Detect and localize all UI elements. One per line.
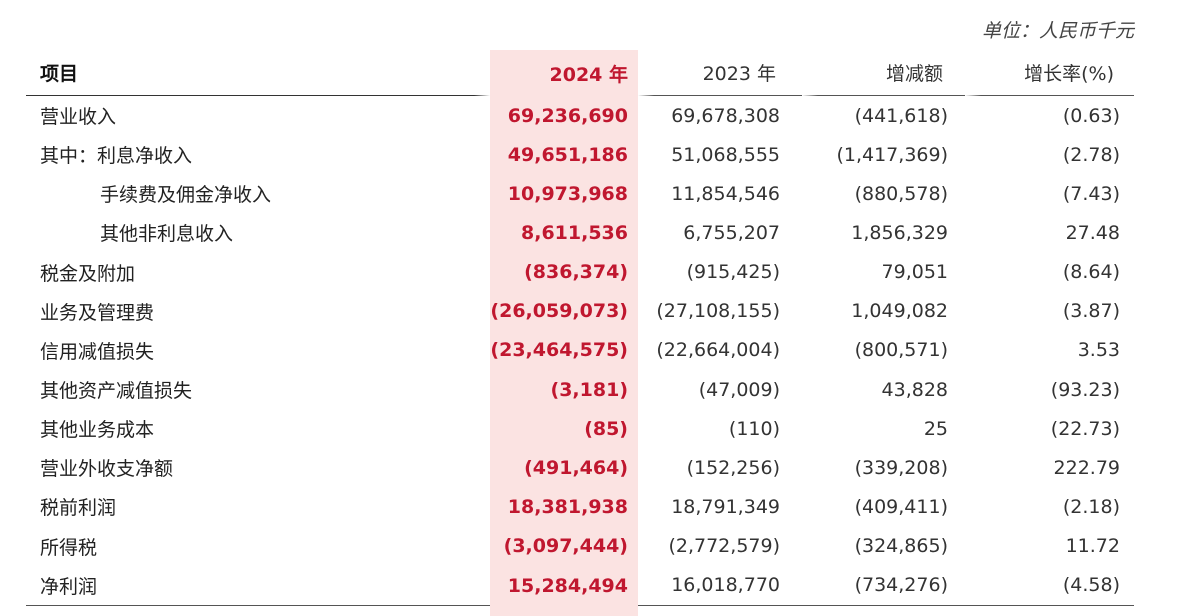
value-change: (441,618)	[854, 104, 948, 127]
value-2023: (915,425)	[686, 261, 780, 284]
value-2023: 11,854,546	[671, 182, 780, 205]
value-2024: (23,464,575)	[490, 339, 628, 362]
value-2024: 15,284,494	[507, 574, 628, 597]
header-row: 项目 2024 年 2023 年 增减额 增长率(%)	[26, 50, 1134, 96]
value-2023: 69,678,308	[671, 104, 780, 127]
value-2024: (491,464)	[524, 456, 628, 479]
value-2023: 6,755,207	[683, 221, 780, 244]
table-row: 其他资产减值损失 (3,181) (47,009) 43,828 (93.23)	[26, 370, 1134, 409]
header-change: 增减额	[802, 50, 965, 96]
value-2024: (26,059,073)	[490, 300, 628, 323]
value-2024: 49,651,186	[507, 143, 628, 166]
value-rate: 27.48	[1065, 221, 1120, 244]
value-2023: 51,068,555	[671, 143, 780, 166]
value-change: (324,865)	[854, 535, 948, 558]
table-row: 税金及附加 (836,374) (915,425) 79,051 (8.64)	[26, 253, 1134, 292]
row-label: 其中：利息净收入	[40, 145, 193, 168]
value-rate: (4.58)	[965, 566, 1134, 606]
table-row: 业务及管理费 (26,059,073) (27,108,155) 1,049,082 (…	[26, 292, 1134, 331]
header-2023: 2023 年	[638, 50, 802, 96]
table-row: 信用减值损失 (23,464,575) (22,664,004) (800,571) 3…	[26, 331, 1134, 370]
table-row: 其中：利息净收入 49,651,186 51,068,555 (1,417,369) (…	[26, 135, 1134, 174]
table-row: 税前利润 18,381,938 18,791,349 (409,411) (2.18)	[26, 487, 1134, 526]
table-row: 营业外收支净额 (491,464) (152,256) (339,208) 222.79	[26, 448, 1134, 487]
table-row: 营业收入 69,236,690 69,678,308 (441,618) (0.63)	[26, 96, 1134, 135]
value-change: (409,411)	[854, 495, 948, 518]
unit-label: 单位：人民币千元	[981, 20, 1134, 42]
table-row: 所得税 (3,097,444) (2,772,579) (324,865) 11.72	[26, 527, 1134, 566]
highlight-column-background	[490, 50, 638, 616]
table-body: 营业收入 69,236,690 69,678,308 (441,618) (0.63) 其…	[26, 96, 1134, 606]
value-change: (339,208)	[854, 456, 948, 479]
value-2024: 10,973,968	[507, 182, 628, 205]
income-table: 项目 2024 年 2023 年 增减额 增长率(%) 营业收入 69,236,6…	[26, 50, 1134, 606]
value-rate: (2.78)	[1062, 143, 1120, 166]
value-rate: (2.18)	[1062, 495, 1120, 518]
row-label: 税金及附加	[40, 262, 136, 285]
value-change: (1,417,369)	[836, 143, 948, 166]
value-rate: (8.64)	[1062, 261, 1120, 284]
value-2023: 18,791,349	[671, 495, 780, 518]
value-change: 43,828	[881, 378, 948, 401]
row-label: 手续费及佣金净收入	[100, 184, 272, 207]
row-label: 所得税	[40, 536, 98, 559]
header-2024: 2024 年	[549, 63, 629, 86]
value-change: (880,578)	[854, 182, 948, 205]
value-2024: 69,236,690	[507, 104, 628, 127]
header-rate: 增长率(%)	[965, 50, 1134, 96]
table-row: 手续费及佣金净收入 10,973,968 11,854,546 (880,578) (7…	[26, 174, 1134, 213]
value-rate: 3.53	[1077, 339, 1120, 362]
row-label: 净利润	[26, 566, 490, 606]
row-label: 营业收入	[40, 106, 117, 129]
value-2024: 18,381,938	[507, 495, 628, 518]
row-label: 业务及管理费	[40, 301, 155, 324]
value-2023: (152,256)	[686, 456, 780, 479]
value-change: (800,571)	[854, 339, 948, 362]
row-label: 信用减值损失	[40, 340, 155, 363]
value-2024: (85)	[584, 417, 628, 440]
value-change: 79,051	[881, 261, 948, 284]
value-2023: (110)	[728, 417, 780, 440]
value-rate: 11.72	[1065, 535, 1120, 558]
row-label: 营业外收支净额	[40, 458, 174, 481]
value-change: 1,049,082	[851, 300, 948, 323]
table-row: 其他非利息收入 8,611,536 6,755,207 1,856,329 27.48	[26, 213, 1134, 252]
value-2024: (3,181)	[550, 378, 628, 401]
value-rate: (0.63)	[1062, 104, 1120, 127]
value-2024: 8,611,536	[521, 221, 628, 244]
value-2023: (22,664,004)	[656, 339, 780, 362]
row-label: 税前利润	[40, 497, 117, 520]
value-rate: (7.43)	[1062, 182, 1120, 205]
header-item: 项目	[26, 50, 490, 96]
value-rate: (3.87)	[1062, 300, 1120, 323]
value-rate: (22.73)	[1050, 417, 1120, 440]
value-change: 25	[923, 417, 948, 440]
table-row: 其他业务成本 (85) (110) 25 (22.73)	[26, 409, 1134, 448]
row-label: 其他非利息收入	[100, 223, 234, 246]
value-rate: (93.23)	[1050, 378, 1120, 401]
value-2023: (47,009)	[698, 378, 780, 401]
row-label: 其他资产减值损失	[40, 380, 193, 403]
value-2023: (27,108,155)	[656, 300, 780, 323]
value-2024: (836,374)	[524, 261, 628, 284]
value-2023: (2,772,579)	[668, 535, 780, 558]
value-change: (734,276)	[802, 566, 965, 606]
value-rate: 222.79	[1053, 456, 1120, 479]
row-label: 其他业务成本	[40, 419, 155, 442]
table-row: 净利润 15,284,494 16,018,770 (734,276) (4.58)	[26, 566, 1134, 606]
value-change: 1,856,329	[851, 221, 948, 244]
value-2024: (3,097,444)	[503, 535, 628, 558]
value-2023: 16,018,770	[638, 566, 802, 606]
